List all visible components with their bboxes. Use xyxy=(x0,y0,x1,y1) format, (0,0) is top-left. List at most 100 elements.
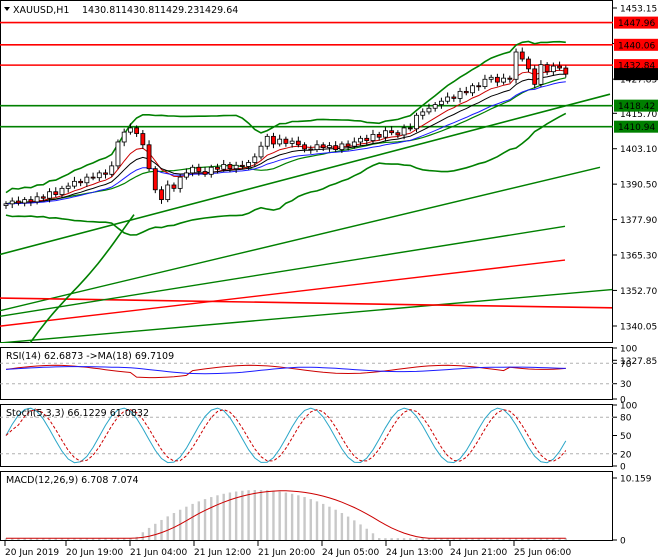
x-tick-label: 25 Jun 06:00 xyxy=(514,548,571,558)
candle-body xyxy=(295,140,301,146)
candle-body xyxy=(370,133,376,141)
candle-body xyxy=(109,165,115,175)
candle-body xyxy=(90,176,96,179)
candle-body xyxy=(488,76,494,80)
price-tag-label: 1410.94 xyxy=(618,123,655,133)
candle-body xyxy=(351,141,357,147)
sub-y-tick-label: 0 xyxy=(620,463,626,473)
candle-body xyxy=(513,51,519,80)
candle-body xyxy=(183,172,189,178)
candle-body xyxy=(482,78,488,87)
price-tag xyxy=(614,99,658,112)
candle-body xyxy=(401,127,407,136)
candle-body xyxy=(432,104,438,109)
x-tick-label: 20 Jun 2019 xyxy=(5,548,59,558)
rsi-plot xyxy=(0,362,613,385)
candle-body xyxy=(127,127,133,133)
candle-body xyxy=(177,176,183,189)
candle-body xyxy=(557,65,562,69)
ma-red xyxy=(5,69,566,205)
candle-body xyxy=(457,90,463,99)
trend-line-lower-2 xyxy=(0,225,566,317)
rsi-ma-line xyxy=(5,366,566,375)
candle-body xyxy=(40,196,46,199)
y-tick-label: 1390.50 xyxy=(620,181,657,191)
x-tick-label: 21 Jun 04:00 xyxy=(130,548,187,558)
candle-body xyxy=(72,180,77,187)
candle-body xyxy=(438,100,444,105)
price-tag-label: 1440.06 xyxy=(618,41,655,51)
candle-body xyxy=(277,138,283,145)
candle-body xyxy=(264,135,270,147)
candle-body xyxy=(140,133,146,146)
symbol-label: XAUUSD,H1 xyxy=(13,5,69,16)
candle-body xyxy=(414,114,419,130)
candle-body xyxy=(152,168,158,191)
sub-y-tick-label: 0 xyxy=(620,537,626,547)
price-tag xyxy=(614,38,658,51)
candle-body xyxy=(246,162,251,167)
price-tag xyxy=(614,16,658,29)
stoch-label: Stoch(5,3,3) 66.1229 61.0832 xyxy=(6,408,149,419)
bollinger-lower xyxy=(5,112,567,236)
price-tag xyxy=(614,68,658,81)
candle-body xyxy=(507,77,513,80)
candle-body xyxy=(333,145,339,150)
stoch-d-line xyxy=(5,409,567,462)
candle-body xyxy=(358,137,363,143)
candle-body xyxy=(339,143,345,150)
candle-body xyxy=(501,77,507,83)
stoch-plot xyxy=(0,407,613,464)
candle-body xyxy=(376,133,382,138)
candle-body xyxy=(426,107,432,113)
candle-body xyxy=(208,166,214,175)
candle-body xyxy=(389,130,395,134)
candle-body xyxy=(59,187,65,195)
x-tick-label: 20 Jun 19:00 xyxy=(66,548,123,558)
price-panel-frame xyxy=(0,0,613,343)
y-tick-label: 1340.05 xyxy=(620,322,657,332)
candle-body xyxy=(364,137,370,141)
stoch-k-line xyxy=(5,407,567,464)
candle-body xyxy=(532,68,538,85)
time-axis: 20 Jun 2019 20 Jun 19:00 21 Jun 04:00 21 Ju… xyxy=(4,541,571,558)
bollinger-upper xyxy=(5,40,566,194)
candle-body xyxy=(451,96,457,99)
candle-body xyxy=(258,145,264,158)
candle-body xyxy=(28,199,34,203)
price-plot xyxy=(0,21,613,343)
sub-y-tick-label: 80 xyxy=(620,414,632,424)
candle-body xyxy=(420,111,426,116)
candle-body xyxy=(526,58,531,70)
candle-body xyxy=(544,64,550,73)
candle-body xyxy=(3,203,9,206)
sub-y-tick-label: 70 xyxy=(620,360,632,370)
dropdown-triangle-icon[interactable] xyxy=(4,7,10,11)
candle-body xyxy=(233,164,239,170)
candle-body xyxy=(159,189,164,201)
price-tag-label: 1432.84 xyxy=(618,62,655,72)
candle-body xyxy=(538,64,544,85)
candle-body xyxy=(345,143,351,147)
sub-y-tick-label: 50 xyxy=(620,432,632,442)
candle-body xyxy=(476,85,482,88)
candle-body xyxy=(314,144,320,150)
bollinger-middle xyxy=(5,77,566,205)
candle-body xyxy=(470,85,475,94)
x-tick-label: 21 Jun 12:00 xyxy=(194,548,251,558)
horizontal-red-line xyxy=(0,297,613,309)
candle-body xyxy=(308,148,314,151)
candle-body xyxy=(121,131,127,143)
candle-body xyxy=(215,166,220,170)
x-tick-label: 24 Jun 21:00 xyxy=(450,548,507,558)
price-axis: 1453.151440.501427.851415.701403.101390.… xyxy=(613,5,657,367)
sub-y-tick-label: 0 xyxy=(620,396,626,406)
candle-body xyxy=(103,172,108,175)
close-value: 1429.64 xyxy=(199,5,238,16)
candle-body xyxy=(65,185,71,189)
candle-body xyxy=(327,145,332,149)
y-tick-label: 1377.90 xyxy=(620,216,657,226)
price-tag-label: 1429.64 xyxy=(618,71,655,81)
